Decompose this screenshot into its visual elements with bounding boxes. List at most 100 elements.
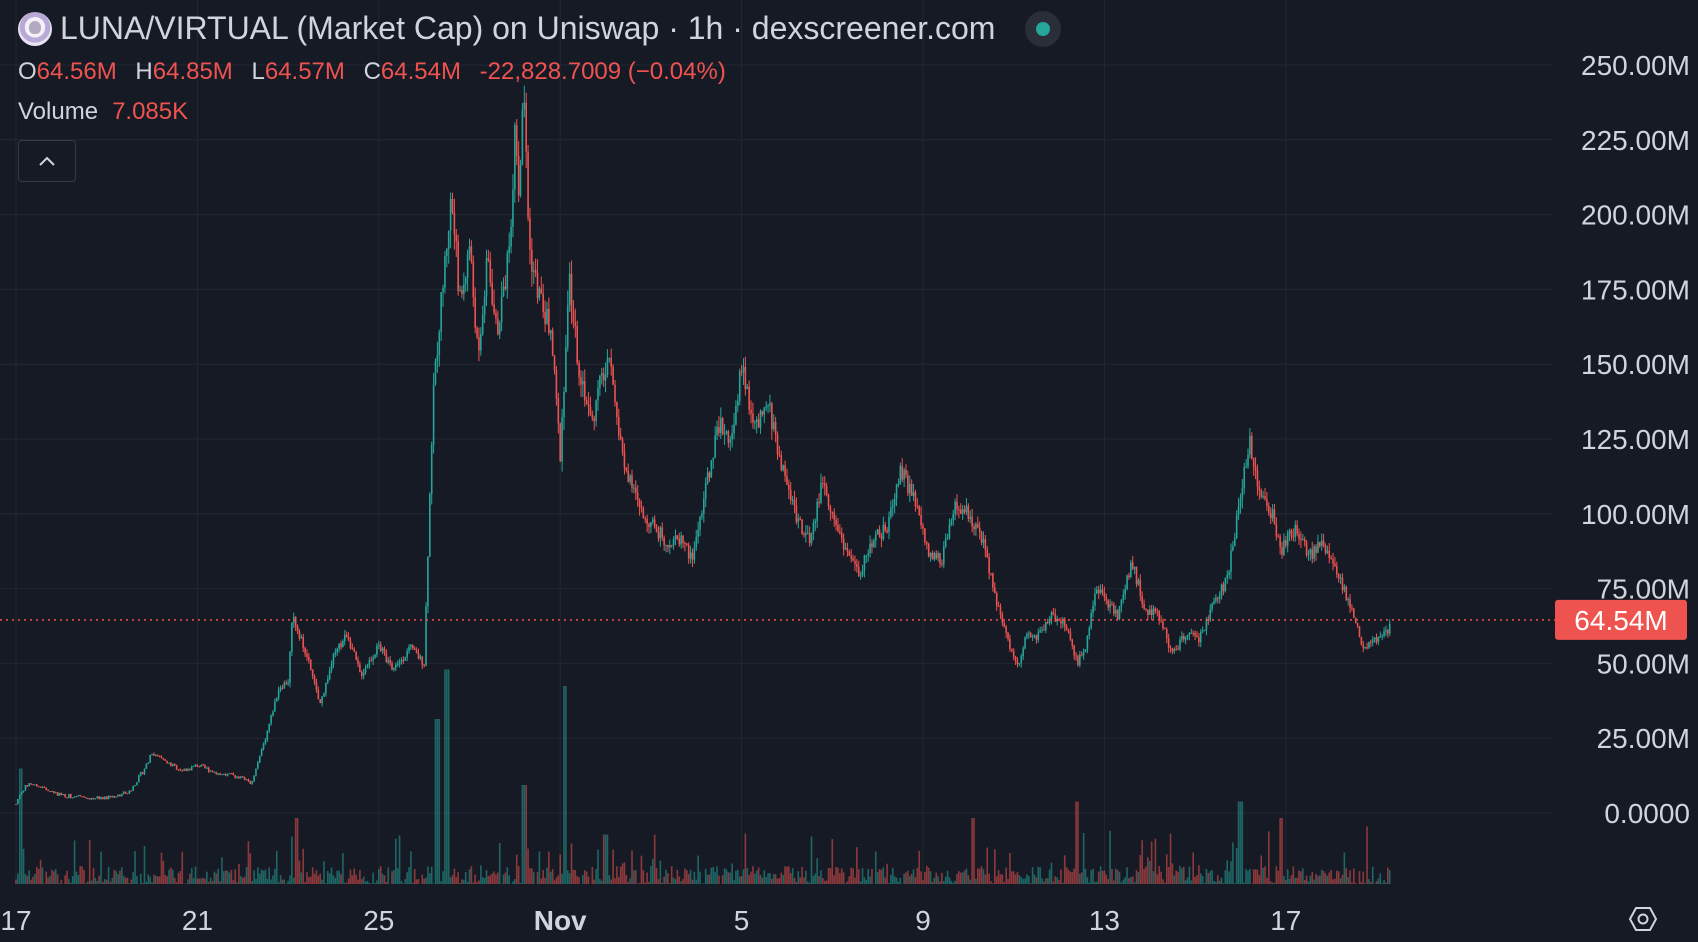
candle-body	[90, 797, 93, 800]
candle-body	[1050, 612, 1053, 619]
volume-bar	[708, 874, 711, 884]
candle-body	[136, 782, 138, 786]
volume-bar	[655, 868, 658, 884]
candle-body	[24, 785, 27, 791]
volume-bar	[1016, 871, 1019, 884]
volume-bar	[555, 877, 558, 884]
market-status-indicator[interactable]	[1025, 10, 1062, 47]
candle-body	[415, 650, 418, 653]
candle-body	[1216, 597, 1219, 600]
volume-bar	[1302, 868, 1304, 884]
volume-bar	[1031, 867, 1034, 884]
candle-body	[833, 512, 835, 520]
candle-body	[257, 762, 259, 769]
candle-body	[18, 795, 21, 800]
candle-body	[500, 296, 503, 323]
volume-bar	[1235, 848, 1238, 884]
volume-bar	[468, 869, 471, 884]
volume-bar	[546, 867, 548, 884]
candle-body	[720, 418, 722, 433]
candle-body	[710, 460, 713, 478]
volume-bar	[1164, 882, 1166, 884]
volume-bar	[1111, 868, 1113, 884]
candle-body	[404, 657, 407, 661]
candle-body	[1001, 614, 1004, 624]
candle-body	[576, 326, 579, 364]
volume-bar	[328, 873, 331, 884]
candle-body	[731, 433, 733, 440]
volume-bar	[153, 874, 155, 884]
volume-bar	[1188, 866, 1191, 884]
volume-bar	[487, 876, 490, 884]
y-axis[interactable]: 250.00M 225.00M 200.00M 175.00M 150.00M 125.0…	[1581, 50, 1690, 829]
volume-bar	[684, 868, 686, 884]
candle-body	[372, 657, 374, 661]
volume-bar	[1073, 868, 1075, 884]
candle-body	[627, 470, 630, 482]
collapse-legend-button[interactable]	[18, 140, 76, 182]
candle-body	[625, 467, 628, 471]
candle-body	[546, 308, 548, 324]
candle-body	[1222, 584, 1225, 592]
volume-bar	[755, 870, 758, 884]
volume-bar	[576, 876, 579, 884]
x-axis[interactable]: 17 21 25 Nov 5 9 13 17	[0, 905, 1301, 936]
volume-bar	[687, 874, 690, 884]
candle-body	[848, 551, 851, 556]
volume-bar	[325, 883, 327, 884]
volume-bar	[406, 872, 408, 884]
candle-body	[655, 527, 658, 532]
candle-body	[1351, 607, 1353, 609]
candle-body	[682, 535, 684, 544]
candle-body	[1113, 604, 1115, 614]
volume-bar	[1029, 883, 1032, 884]
candle-body	[1120, 599, 1123, 607]
candle-body	[1387, 630, 1389, 634]
candle-body	[270, 715, 272, 724]
chart-title: LUNA/VIRTUAL (Market Cap) on Uniswap · 1…	[60, 10, 996, 46]
volume-bar	[1158, 866, 1160, 884]
candle-body	[64, 793, 66, 798]
volume-bar	[776, 878, 779, 884]
volume-bar	[854, 877, 856, 884]
candle-body	[852, 558, 854, 561]
candle-body	[1080, 654, 1083, 656]
volume-bar	[1090, 870, 1092, 884]
volume-bar	[268, 867, 271, 884]
volume-bar	[899, 877, 902, 884]
volume-bar	[519, 882, 522, 884]
candle-body	[1334, 563, 1336, 567]
volume-bar	[1147, 857, 1149, 884]
volume-bar	[71, 876, 74, 884]
candle-body	[1230, 550, 1232, 572]
candle-body	[582, 380, 584, 385]
candle-body	[954, 501, 956, 514]
volume-bar	[1097, 871, 1100, 884]
volume-bar	[1005, 867, 1007, 884]
volume-bar	[857, 869, 860, 884]
candle-body	[861, 570, 864, 576]
volume-bar	[495, 874, 497, 884]
volume-bar	[820, 870, 822, 884]
volume-bar	[839, 873, 841, 884]
volume-bar	[360, 879, 363, 884]
candle-body	[944, 538, 947, 547]
volume-bar	[177, 872, 180, 884]
volume-bar	[665, 869, 667, 884]
volume-bar	[425, 877, 427, 884]
chevron-up-icon	[39, 156, 55, 166]
volume-bar	[1116, 869, 1119, 884]
candle-body	[68, 794, 70, 799]
candle-body	[1116, 610, 1119, 620]
candle-body	[840, 533, 843, 539]
volume-bar	[614, 878, 616, 884]
candle-body	[478, 337, 480, 351]
candle-body	[723, 433, 726, 435]
volume-bar	[939, 881, 941, 884]
candle-body	[87, 798, 89, 800]
chart-settings-button[interactable]	[1626, 902, 1660, 936]
volume-bar	[476, 881, 478, 884]
candle-body	[368, 660, 371, 667]
volume-bar	[294, 818, 297, 884]
